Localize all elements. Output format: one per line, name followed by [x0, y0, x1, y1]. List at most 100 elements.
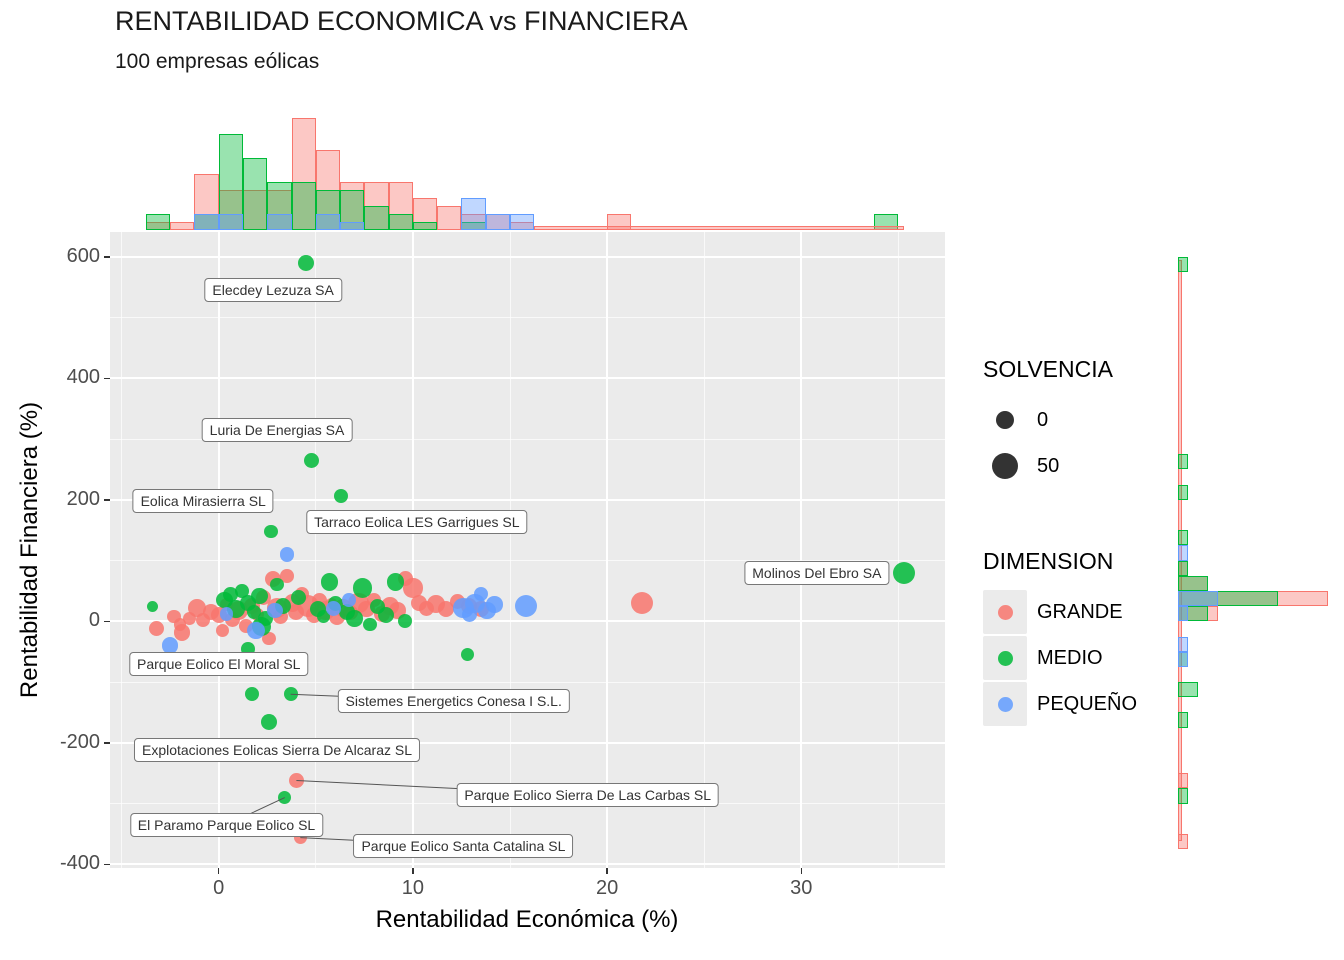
x-axis-title: Rentabilidad Económica (%): [375, 906, 679, 933]
y-axis-title: Rentabilidad Financiera (%): [16, 401, 43, 699]
circle-icon: [997, 650, 1013, 666]
solvencia-size-glyph: [983, 398, 1027, 442]
right-histogram-bar-medio: [1178, 256, 1188, 273]
legend-item-label: PEQUEÑO: [1037, 692, 1138, 715]
x-tick-mark: [412, 868, 414, 874]
top-histogram-bar-medio: [364, 206, 389, 230]
top-histogram-bar-grande: [170, 222, 195, 230]
top-histogram-bar-pequeño: [510, 214, 535, 230]
legend-item-label: MEDIO: [1037, 646, 1103, 669]
top-histogram-bar-medio: [412, 222, 438, 230]
y-tick-label: -200: [59, 730, 100, 753]
right-histogram-bar-medio: [1178, 530, 1188, 546]
right-histogram-bar-medio: [1178, 712, 1188, 728]
legend-dimension: DIMENSION GRANDE MEDIO PEQUEÑO: [983, 548, 1137, 727]
legend-solvencia-items: 0 50: [983, 397, 1113, 489]
top-histogram-bar-medio: [145, 214, 171, 230]
x-tick-label: 0: [213, 877, 225, 899]
top-histogram-bar-grande: [510, 222, 535, 230]
chart-subtitle: 100 empresas eólicas: [115, 50, 320, 73]
right-histogram-baseline: [1178, 259, 1182, 842]
top-histogram-bar-medio: [461, 222, 486, 230]
top-histogram-bar-grande: [218, 190, 243, 230]
top-histogram-bar-grande: [145, 222, 171, 230]
legend-item-pequeño: PEQUEÑO: [983, 681, 1137, 727]
right-histogram-bar-medio: [1178, 651, 1188, 667]
legend-item-label: 0: [1037, 408, 1049, 431]
circle-icon: [996, 411, 1014, 429]
legend-key-swatch: [983, 682, 1027, 726]
right-histogram-bar-pequeño: [1178, 606, 1188, 622]
legend-key-swatch: [983, 590, 1027, 634]
legend-item-solvencia-0: 0: [983, 397, 1113, 443]
y-tick-label: 400: [66, 366, 100, 389]
right-histogram-bar-grande: [1178, 591, 1328, 607]
top-histogram-bar-grande: [194, 174, 219, 230]
top-histogram-bar-grande: [243, 190, 268, 230]
top-histogram-bar-pequeño: [340, 222, 365, 230]
right-histogram-bar-medio: [1178, 484, 1188, 500]
circle-icon: [997, 696, 1013, 712]
legend-item-label: 50: [1037, 454, 1060, 477]
right-histogram-bar-grande: [1178, 560, 1188, 576]
top-histogram-bar-pequeño: [267, 214, 292, 230]
right-histogram-bar-grande: [1178, 606, 1218, 622]
top-histogram-bar-grande: [267, 190, 292, 230]
top-histogram-bar-grande: [437, 206, 462, 230]
right-histogram-bar-grande: [1178, 833, 1188, 850]
top-histogram-bar-grande: [340, 182, 365, 230]
top-histogram-bar-grande: [315, 150, 341, 230]
top-histogram-bar-pequeño: [315, 214, 341, 230]
circle-icon: [997, 604, 1013, 620]
legend-dimension-title: DIMENSION: [983, 548, 1114, 574]
right-histogram-bar-medio: [1178, 454, 1188, 470]
legend-key-swatch: [983, 636, 1027, 680]
chart-title: RENTABILIDAD ECONOMICA vs FINANCIERA: [115, 6, 688, 36]
top-histogram-bar-pequeño: [218, 214, 243, 230]
right-histogram-bar-medio: [1178, 606, 1208, 622]
top-histogram-bar-medio: [874, 214, 899, 230]
top-histogram-bar-grande: [412, 198, 438, 230]
top-histogram-bar-pequeño: [485, 214, 511, 230]
x-tick-label: 20: [595, 877, 619, 899]
plot-panel: [110, 232, 945, 868]
top-histogram-bar-medio: [315, 190, 341, 230]
top-histogram-bar-grande: [485, 214, 511, 230]
top-histogram-bar-medio: [388, 214, 413, 230]
x-tick-mark: [217, 868, 220, 874]
solvencia-size-glyph: [983, 444, 1027, 488]
x-tick-mark: [800, 868, 803, 874]
right-histogram-bar-grande: [1178, 575, 1208, 591]
y-tick-label: -400: [59, 852, 100, 875]
top-histogram-bar-grande: [607, 214, 632, 230]
legend-item-label: GRANDE: [1037, 600, 1123, 623]
right-histogram-bar-medio: [1178, 682, 1198, 698]
top-histogram-bar-grande: [388, 182, 413, 230]
x-tick-label: 30: [790, 877, 813, 899]
right-histogram-bar-pequeño: [1178, 651, 1188, 667]
right-histogram-bar-medio: [1178, 788, 1188, 804]
legend-item-grande: GRANDE: [983, 589, 1137, 635]
right-histogram-bar-medio: [1178, 560, 1188, 576]
legend-solvencia: SOLVENCIA 0 50: [983, 356, 1113, 489]
y-tick-label: 600: [66, 244, 100, 267]
top-histogram-bar-medio: [267, 182, 292, 230]
legend-dimension-items: GRANDE MEDIO PEQUEÑO: [983, 589, 1137, 727]
right-histogram-bar-pequeño: [1178, 636, 1188, 652]
circle-icon: [992, 453, 1018, 479]
top-histogram-bar-pequeño: [194, 214, 219, 230]
top-histogram-bar-grande: [291, 118, 316, 230]
top-histogram-bar-pequeño: [461, 198, 486, 230]
right-histogram-bar-grande: [1178, 773, 1188, 789]
top-histogram-bar-medio: [340, 190, 365, 230]
x-tick-label: 10: [401, 877, 425, 899]
legend-solvencia-title: SOLVENCIA: [983, 356, 1113, 382]
top-histogram-bar-medio: [291, 182, 316, 230]
legend-item-solvencia-50: 50: [983, 443, 1113, 489]
x-tick-mark: [606, 868, 608, 874]
legend-item-medio: MEDIO: [983, 635, 1137, 681]
right-histogram-bar-pequeño: [1178, 591, 1218, 607]
top-histogram-baseline: [534, 226, 905, 230]
right-histogram-bar-pequeño: [1178, 545, 1188, 561]
top-histogram-bar-medio: [243, 158, 268, 230]
